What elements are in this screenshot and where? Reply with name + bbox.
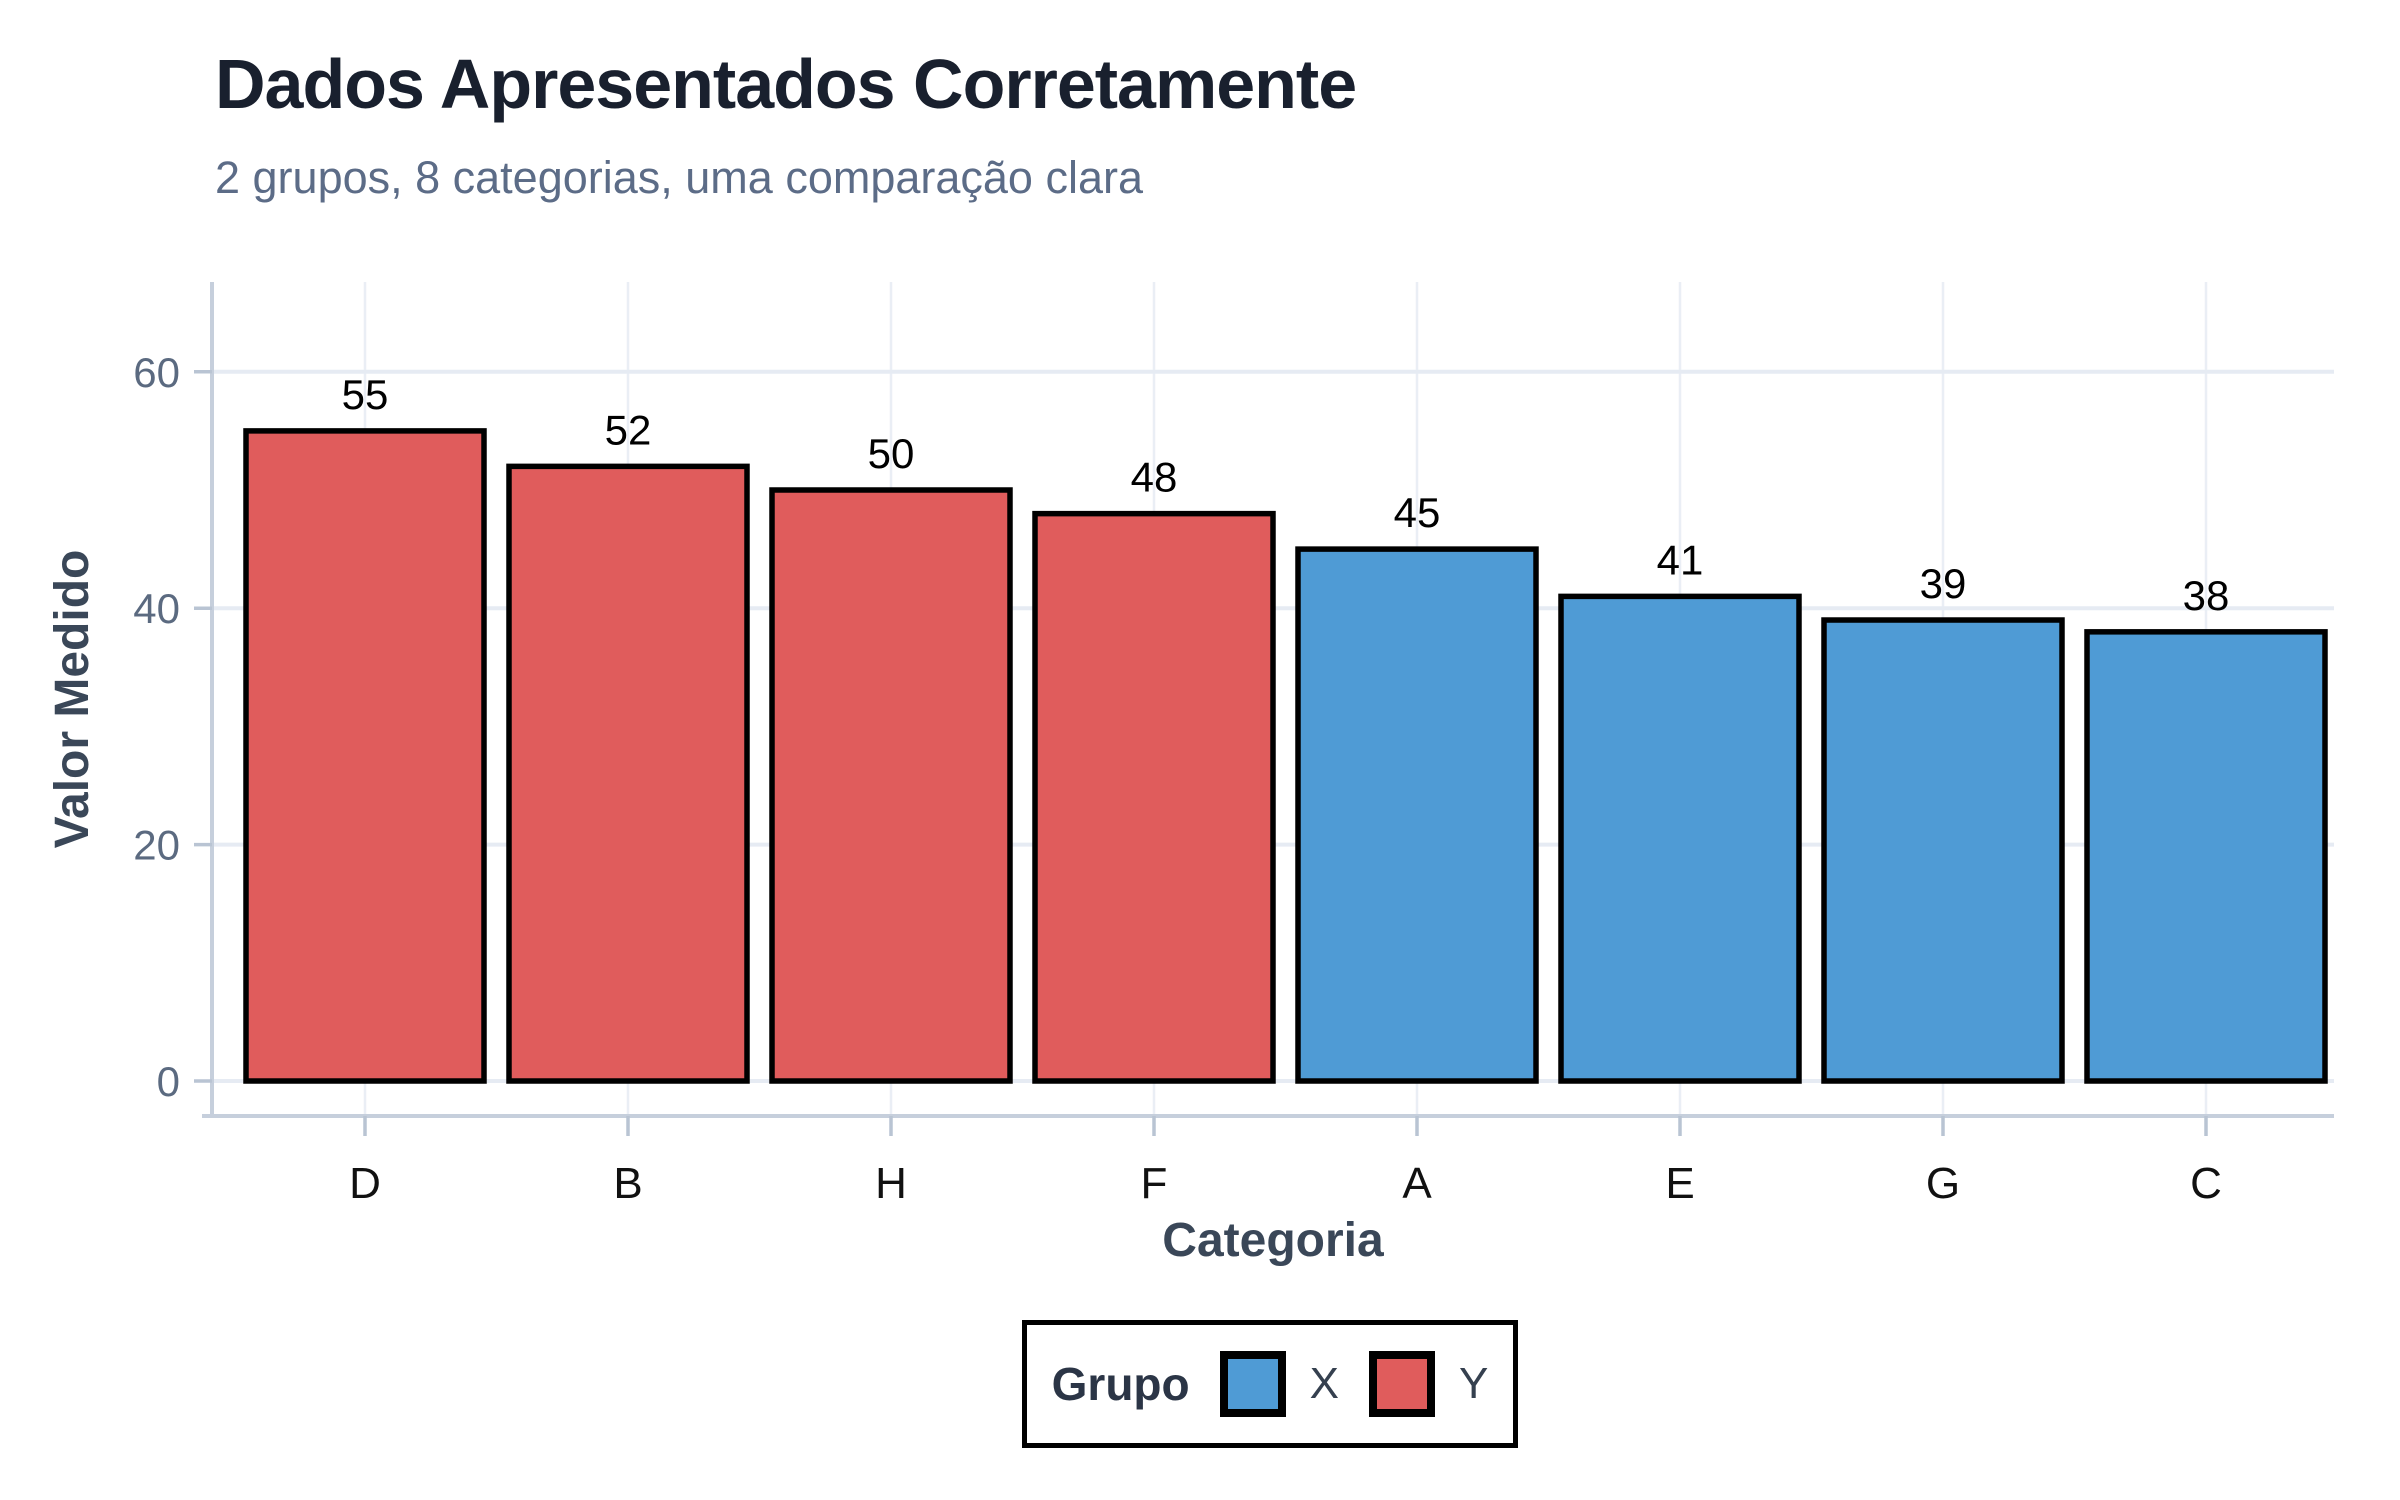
bar-value-label-C: 38 (2183, 572, 2230, 619)
bar-A (1295, 546, 1539, 1084)
legend-label-y: Y (1458, 1359, 1489, 1408)
x-category-label-F: F (1141, 1159, 1168, 1208)
x-category-label-A: A (1402, 1159, 1432, 1208)
x-category-label-B: B (613, 1159, 642, 1208)
bar-value-label-H: 50 (868, 430, 915, 477)
legend-swatch-y (1368, 1351, 1435, 1417)
bar-B (506, 463, 750, 1084)
x-category-label-G: G (1926, 1159, 1960, 1208)
bar-value-label-G: 39 (1920, 560, 1967, 607)
y-tick-label-60: 60 (133, 349, 180, 396)
x-category-label-D: D (349, 1159, 381, 1208)
bar-G (1821, 617, 2065, 1084)
y-tick-label-40: 40 (133, 585, 180, 632)
legend-entry-y: Y (1368, 1351, 1489, 1417)
bar-H (769, 487, 1013, 1084)
legend-title: Grupo (1051, 1358, 1190, 1410)
bar-F (1032, 510, 1276, 1084)
x-axis-title: Categoria (1162, 1214, 1384, 1267)
x-category-label-E: E (1665, 1159, 1694, 1208)
bar-value-label-F: 48 (1131, 454, 1178, 501)
bar-E (1558, 593, 1802, 1084)
legend-entry-x: X (1219, 1351, 1339, 1417)
y-tick-label-20: 20 (133, 822, 180, 869)
bar-value-label-D: 55 (342, 371, 389, 418)
legend-label-x: X (1309, 1359, 1339, 1408)
chart-title: Dados Apresentados Corretamente (215, 45, 1357, 123)
x-category-label-C: C (2190, 1159, 2222, 1208)
y-axis-title: Valor Medido (46, 550, 99, 849)
legend: Grupo X Y (1022, 1320, 1518, 1448)
chart-subtitle: 2 grupos, 8 categorias, uma comparação c… (215, 152, 1143, 203)
legend-swatch-x (1219, 1351, 1286, 1417)
bar-C (2084, 629, 2328, 1084)
bar-value-label-A: 45 (1394, 489, 1441, 536)
x-category-label-H: H (875, 1159, 907, 1208)
bar-value-label-B: 52 (605, 406, 652, 453)
y-tick-label-0: 0 (157, 1058, 180, 1105)
bar-value-label-E: 41 (1657, 536, 1704, 583)
bar-D (243, 428, 487, 1084)
